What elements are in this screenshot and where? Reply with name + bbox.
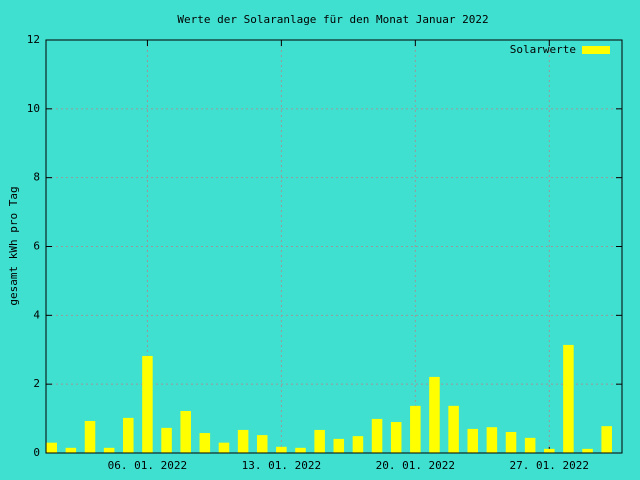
bar — [295, 447, 306, 453]
plot-border — [45, 39, 623, 454]
bar — [390, 422, 402, 453]
bar — [410, 405, 421, 453]
x-tick-label: 20. 01. 2022 — [376, 459, 455, 472]
bar — [123, 417, 134, 453]
bar — [218, 442, 230, 453]
bar — [582, 448, 593, 453]
bar — [524, 437, 536, 453]
bar — [103, 447, 115, 453]
y-tick-label: 2 — [33, 377, 40, 390]
bar — [65, 447, 77, 453]
bar — [486, 427, 498, 453]
y-tick-label: 10 — [27, 102, 40, 115]
bar — [237, 429, 249, 453]
y-tick-label: 8 — [33, 171, 40, 184]
bar — [84, 420, 96, 453]
bar — [601, 426, 612, 453]
x-tick-label: 06. 01. 2022 — [108, 459, 187, 472]
y-tick-label: 6 — [33, 240, 40, 253]
bar — [563, 344, 574, 453]
bar — [371, 418, 383, 453]
chart-title: Werte der Solaranlage für den Monat Janu… — [177, 13, 488, 26]
bar — [429, 376, 440, 453]
bar — [161, 427, 172, 453]
y-tick-label: 12 — [27, 33, 40, 46]
bar — [256, 435, 268, 453]
bar — [505, 432, 517, 453]
y-tick-label: 0 — [33, 446, 40, 459]
bar — [142, 355, 153, 453]
bar — [180, 411, 191, 453]
bar — [467, 428, 478, 453]
bar — [46, 442, 58, 453]
x-tick-label: 27. 01. 2022 — [510, 459, 589, 472]
legend-swatch — [582, 46, 610, 54]
x-tick-label: 13. 01. 2022 — [242, 459, 321, 472]
bar — [448, 405, 459, 453]
bar — [199, 433, 211, 453]
legend-label: Solarwerte — [510, 43, 576, 56]
bar — [333, 438, 345, 453]
bar — [314, 429, 325, 453]
bar — [544, 448, 555, 453]
bar — [352, 436, 364, 453]
y-tick-label: 4 — [33, 308, 40, 321]
y-axis-label: gesamt kWh pro Tag — [7, 186, 20, 305]
bar — [276, 446, 287, 453]
